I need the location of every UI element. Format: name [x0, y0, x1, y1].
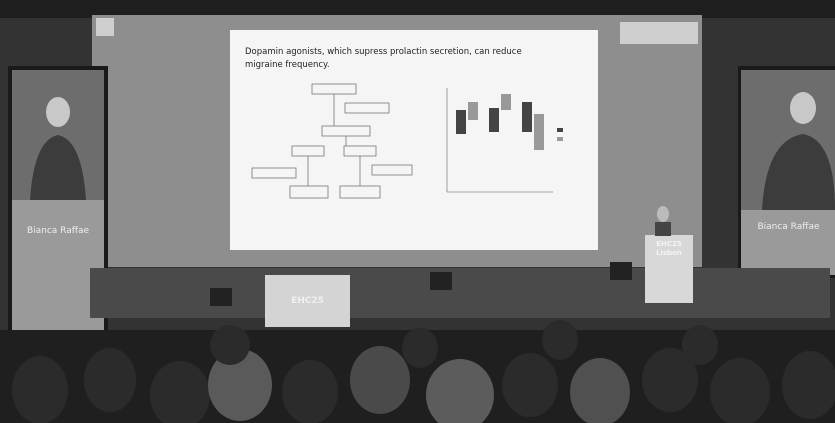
desk-label: EHC25 [265, 296, 350, 306]
podium-label: EHC25 Lisbon [645, 240, 693, 258]
body: Dopamin agonists, which supress prolacti… [0, 0, 835, 423]
speaker-head [46, 97, 70, 127]
podium-line: EHC25 [645, 240, 693, 249]
stage-light [430, 272, 452, 290]
stage-light [210, 288, 232, 306]
podium-line: Lisbon [645, 249, 693, 258]
speaker-head [790, 92, 816, 124]
presenter [657, 206, 669, 222]
page: Conference hall {"slide": {"title": "Dop… [0, 0, 835, 423]
stage-light [610, 262, 632, 280]
slide-title: Dopamin agonists, which supress prolacti… [245, 46, 545, 72]
right-screen-name: Bianca Raffae [742, 222, 835, 232]
left-screen-name: Bianca Raffae [14, 226, 102, 236]
stage [90, 268, 830, 318]
scene: Dopamin agonists, which supress prolacti… [0, 0, 835, 423]
presenter-body [655, 222, 671, 236]
